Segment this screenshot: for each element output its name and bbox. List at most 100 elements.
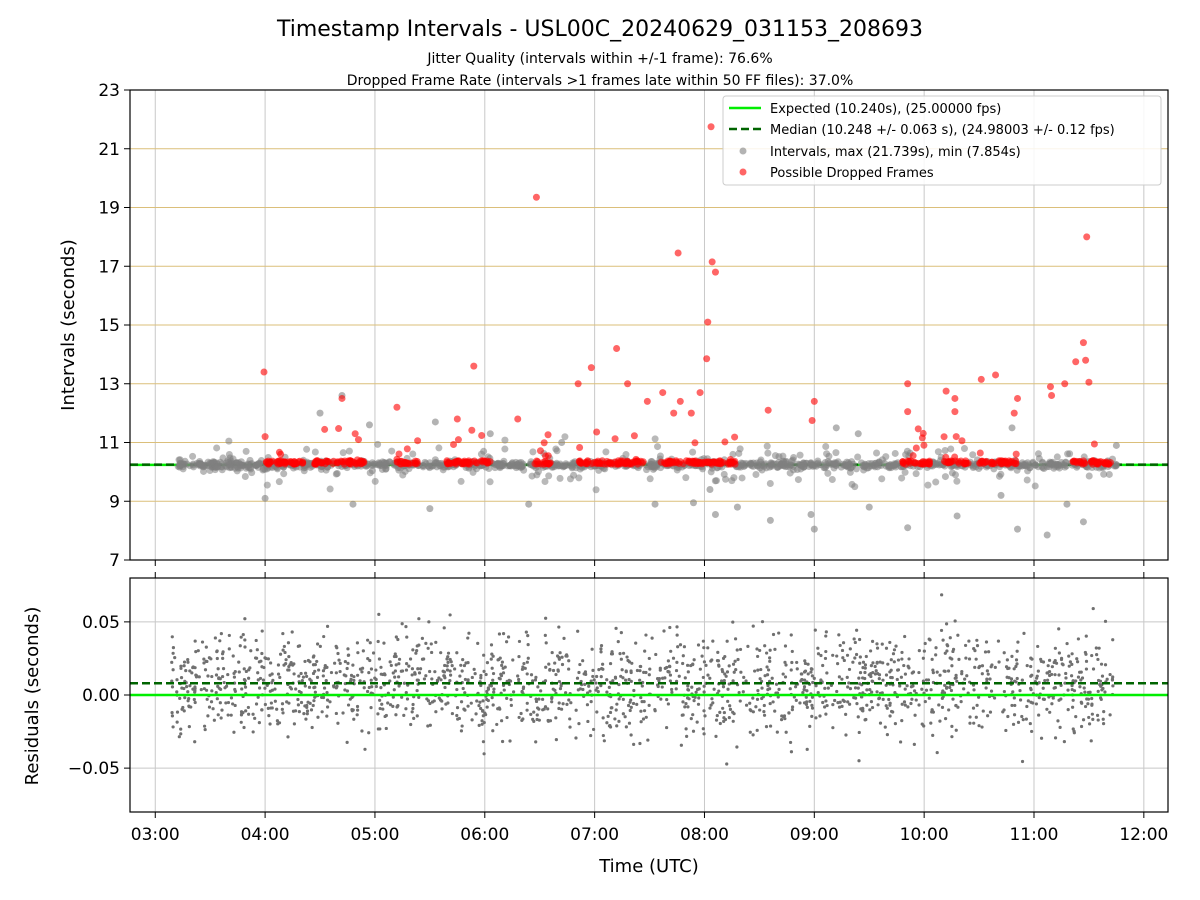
residual-point [482,669,486,674]
residual-point [352,678,356,683]
residual-point [232,730,236,734]
residual-point [170,679,174,683]
residual-point [459,729,464,733]
residual-point [346,703,351,707]
residual-point [170,660,174,664]
residual-point [856,686,860,690]
residual-point [731,679,735,683]
residual-point [416,678,420,682]
residual-point [945,685,949,689]
residual-point [619,657,623,661]
interval-point [797,465,805,473]
residual-point [505,715,509,720]
residual-point [668,679,672,683]
residual-point [479,683,483,688]
residual-point [294,687,298,691]
dropped-frame-point [470,362,478,370]
residual-point [960,669,964,674]
residual-point [880,642,884,646]
residual-point [534,675,538,679]
residual-point [716,659,720,663]
interval-point [948,469,956,477]
dropped-frame-point [395,450,403,458]
residual-point [693,695,697,699]
interval-point [339,449,347,457]
residual-point [1057,651,1061,655]
residual-point [868,649,873,653]
residual-point [345,689,350,693]
interval-point [401,467,409,475]
residual-point [964,656,968,660]
interval-point [233,467,241,475]
residual-point [857,759,861,763]
residual-point [472,667,476,671]
dropped-frame-point [468,426,476,434]
residual-point [667,664,672,668]
residual-point [607,724,612,728]
residual-point [869,700,874,704]
residual-point [823,656,828,661]
residual-point [525,708,529,712]
residual-point [459,663,463,667]
residual-point [1012,696,1016,700]
interval-point [794,476,802,484]
interval-point [878,475,886,483]
residual-point [1072,731,1076,735]
residual-point [881,661,885,665]
residual-point [714,734,718,738]
residual-point [762,710,766,714]
residual-point [260,708,264,712]
interval-point [1031,482,1039,490]
residual-point [629,670,633,675]
residual-point [881,697,885,701]
residual-point [938,719,942,723]
residual-point [1025,663,1029,668]
residual-point [1082,686,1086,690]
interval-point [261,494,269,502]
interval-point [1100,470,1108,478]
interval-point [501,436,509,444]
residual-point [1103,619,1108,623]
residual-point [1087,722,1092,726]
dropped-frame-point [290,458,298,466]
residual-point [386,701,390,705]
residual-point [415,644,419,648]
residual-point [831,653,835,657]
residual-point [170,685,175,689]
residual-point [783,660,787,664]
residual-point [1087,715,1091,720]
residual-point [525,672,529,676]
residual-point [414,651,418,655]
residual-point [975,638,979,642]
residual-point [749,709,753,713]
residual-point [676,645,680,649]
residual-point [798,701,802,705]
interval-point [873,449,881,457]
residual-point [700,654,704,658]
residual-point [239,635,243,639]
residual-point [578,687,583,691]
interval-point [711,510,719,518]
residual-point [303,659,307,664]
residual-point [921,679,926,683]
residual-point [356,708,360,712]
residual-point [202,657,206,661]
interval-point [556,462,564,470]
residual-point [531,679,535,683]
residual-point [222,680,226,685]
residual-point [233,670,237,674]
residual-point [450,711,455,716]
residual-point [948,656,952,660]
residual-point [305,709,310,713]
residual-point [1037,713,1041,717]
residuals-y-tick-label: 0.00 [82,686,120,706]
residual-point [293,709,298,713]
residual-point [321,695,326,700]
residual-point [989,689,994,693]
residual-point [892,648,897,652]
residual-point [613,717,617,721]
residual-point [383,714,387,719]
residual-point [568,725,572,729]
residual-point [801,691,805,695]
residual-point [599,647,603,651]
